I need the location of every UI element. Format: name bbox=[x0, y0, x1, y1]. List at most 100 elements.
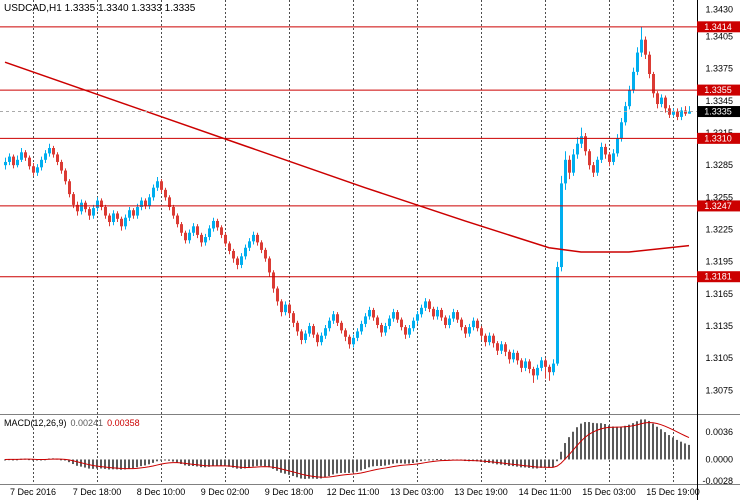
macd-histogram-bar bbox=[212, 459, 214, 466]
candle-down bbox=[100, 200, 103, 207]
macd-histogram-bar bbox=[388, 459, 390, 465]
candle-up bbox=[92, 208, 95, 216]
macd-histogram-bar bbox=[72, 459, 74, 465]
macd-histogram-bar bbox=[260, 459, 262, 466]
macd-signal-line bbox=[4, 421, 690, 478]
candle-up bbox=[416, 314, 419, 321]
candle-up bbox=[500, 344, 503, 351]
macd-axis-label: 0.0000 bbox=[705, 454, 733, 464]
macd-histogram-bar bbox=[620, 426, 622, 460]
candle-up bbox=[188, 232, 191, 241]
candle-up bbox=[680, 110, 683, 117]
candle-up bbox=[4, 161, 7, 166]
macd-histogram-bar bbox=[440, 459, 442, 461]
macd-histogram-bar bbox=[68, 459, 70, 463]
macd-histogram-bar bbox=[100, 459, 102, 469]
macd-histogram-bar bbox=[316, 459, 318, 479]
time-axis-label: 9 Dec 18:00 bbox=[265, 487, 314, 497]
macd-histogram-bar bbox=[500, 459, 502, 465]
candle-up bbox=[512, 352, 515, 360]
candle-down bbox=[52, 148, 55, 155]
candle-down bbox=[120, 218, 123, 227]
macd-histogram-bar bbox=[384, 459, 386, 466]
candle-up bbox=[624, 106, 627, 123]
macd-histogram-bar bbox=[180, 459, 182, 464]
candle-down bbox=[684, 110, 687, 114]
candle-down bbox=[88, 209, 91, 216]
macd-histogram-bar bbox=[296, 459, 298, 478]
candle-down bbox=[180, 224, 183, 233]
candle-up bbox=[688, 111, 691, 114]
candle-down bbox=[176, 215, 179, 225]
candle-up bbox=[448, 318, 451, 325]
candle-up bbox=[536, 367, 539, 376]
candle-up bbox=[640, 39, 643, 53]
macd-histogram-bar bbox=[116, 459, 118, 470]
candle-down bbox=[224, 234, 227, 244]
macd-histogram-bar bbox=[548, 459, 550, 468]
candle-down bbox=[348, 336, 351, 345]
price-axis-label: 1.3225 bbox=[705, 225, 733, 235]
time-axis-label: 8 Dec 10:00 bbox=[137, 487, 186, 497]
candle-down bbox=[32, 166, 35, 173]
candle-up bbox=[420, 307, 423, 315]
level-price-tag-bg bbox=[697, 200, 740, 212]
macd-histogram-bar bbox=[208, 459, 210, 467]
macd-main-value: 0.00241 bbox=[70, 418, 104, 428]
macd-histogram-bar bbox=[156, 459, 158, 462]
macd-histogram-bar bbox=[404, 459, 406, 464]
candle-down bbox=[464, 327, 467, 334]
candle-down bbox=[400, 319, 403, 328]
candle-up bbox=[452, 312, 455, 319]
candle-down bbox=[316, 334, 319, 343]
macd-histogram-bar bbox=[436, 459, 438, 461]
candle-up bbox=[244, 247, 247, 257]
macd-histogram-bar bbox=[220, 459, 222, 466]
macd-histogram-bar bbox=[680, 441, 682, 460]
candle-up bbox=[192, 226, 195, 233]
price-axis-label: 1.3345 bbox=[705, 96, 733, 106]
time-axis-label: 13 Dec 03:00 bbox=[390, 487, 444, 497]
symbol-timeframe: USDCAD,H1 bbox=[4, 3, 62, 14]
candle-down bbox=[200, 234, 203, 243]
price-axis-label: 1.3285 bbox=[705, 160, 733, 170]
macd-name: MACD(12,26,9) bbox=[4, 418, 67, 428]
macd-histogram-bar bbox=[120, 459, 122, 470]
candle-up bbox=[424, 301, 427, 308]
candle-down bbox=[76, 204, 79, 212]
time-axis-label: 15 Dec 03:00 bbox=[582, 487, 636, 497]
bid-price-tag-bg bbox=[697, 106, 740, 118]
candle-up bbox=[8, 156, 11, 162]
candle-down bbox=[544, 360, 547, 367]
candle-up bbox=[576, 143, 579, 155]
candle-down bbox=[272, 272, 275, 289]
macd-histogram-bar bbox=[676, 439, 678, 460]
macd-histogram-bar bbox=[516, 459, 518, 467]
macd-histogram-bar bbox=[396, 459, 398, 464]
time-axis-label: 7 Dec 18:00 bbox=[73, 487, 122, 497]
macd-histogram-bar bbox=[596, 423, 598, 460]
macd-histogram-bar bbox=[524, 459, 526, 468]
macd-histogram-bar bbox=[228, 459, 230, 467]
candle-up bbox=[436, 309, 439, 317]
candle-down bbox=[24, 152, 27, 158]
candle-down bbox=[584, 136, 587, 152]
macd-histogram-bar bbox=[312, 459, 314, 479]
candle-up bbox=[564, 159, 567, 184]
macd-histogram-bar bbox=[324, 459, 326, 478]
candle-up bbox=[208, 228, 211, 238]
macd-histogram-bar bbox=[544, 459, 546, 468]
candle-up bbox=[152, 187, 155, 198]
candle-up bbox=[320, 335, 323, 343]
macd-histogram-bar bbox=[552, 459, 554, 468]
price-axis-label: 1.3165 bbox=[705, 289, 733, 299]
macd-histogram-bar bbox=[292, 459, 294, 477]
time-axis-label: 15 Dec 19:00 bbox=[646, 487, 700, 497]
macd-histogram-bar bbox=[252, 459, 254, 467]
candle-up bbox=[124, 217, 127, 227]
candle-down bbox=[460, 319, 463, 328]
time-axis-label: 13 Dec 19:00 bbox=[454, 487, 508, 497]
candle-down bbox=[64, 170, 67, 182]
candle-down bbox=[260, 242, 263, 250]
